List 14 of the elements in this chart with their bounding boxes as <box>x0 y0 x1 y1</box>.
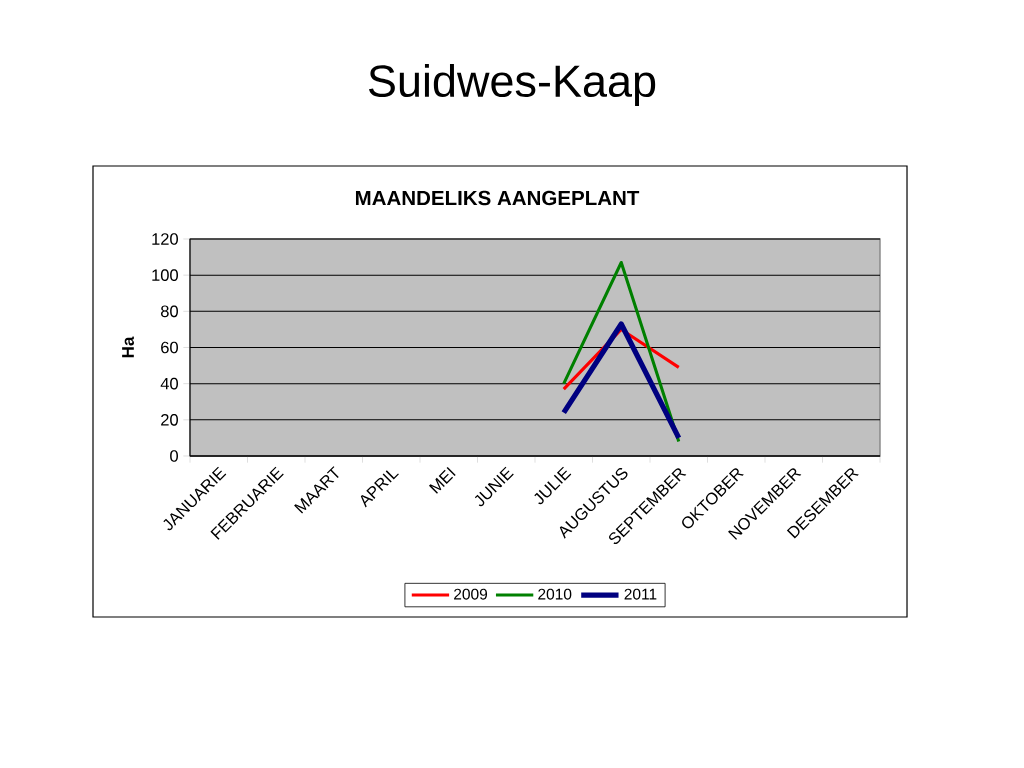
legend-label: 2011 <box>624 588 657 600</box>
chart-title: Suidwes-Kaap <box>368 64 656 106</box>
y-tick-label: 60 <box>161 341 178 354</box>
y-tick-label: 80 <box>160 305 178 318</box>
y-tick-label: 0 <box>170 450 178 462</box>
legend-label: 2009 <box>454 588 488 600</box>
legend-label: 2010 <box>538 588 572 600</box>
chart-subtitle: MAANDELIKS AANGEPLANT <box>355 190 640 206</box>
y-tick-label: 20 <box>161 413 178 426</box>
x-tick-label: MEI <box>428 466 456 494</box>
y-axis-title: Ha <box>122 336 134 358</box>
y-tick-label: 100 <box>152 269 178 282</box>
y-tick-label: 40 <box>160 377 178 390</box>
y-tick-label: 120 <box>152 233 178 245</box>
